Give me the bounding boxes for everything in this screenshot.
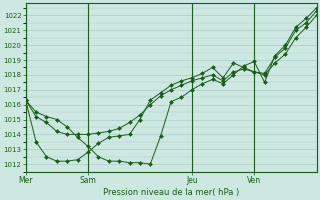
X-axis label: Pression niveau de la mer( hPa ): Pression niveau de la mer( hPa ): [103, 188, 239, 197]
